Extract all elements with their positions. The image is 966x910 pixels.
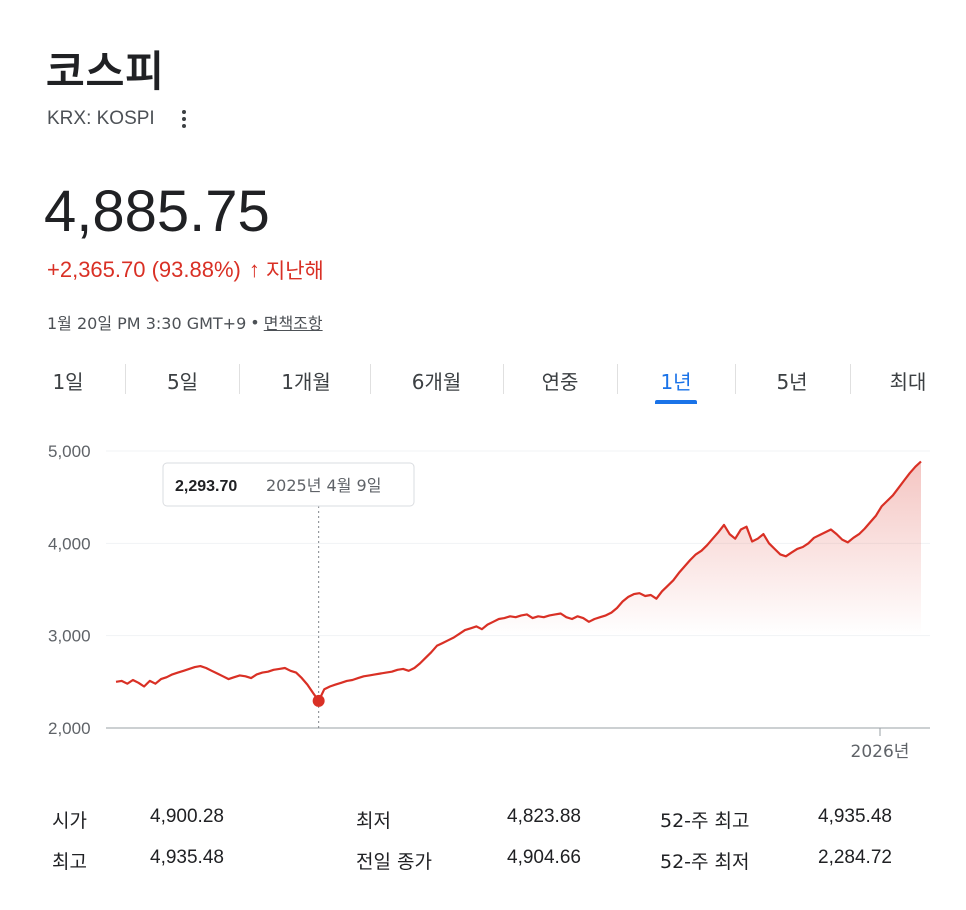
page-title: 코스피: [46, 47, 165, 96]
stat-label: 52-주 최고: [660, 810, 750, 832]
tab-1y[interactable]: 1년: [636, 356, 716, 404]
y-tick-label: 5,000: [48, 442, 91, 461]
tab-label: 연중: [541, 369, 579, 394]
tab-label: 1개월: [281, 369, 331, 394]
ticker-row: KRX: KOSPI: [47, 108, 191, 130]
tooltip: 2,293.70 2025년 4월 9일: [162, 462, 415, 507]
arrow-up-icon: ↑: [248, 257, 260, 282]
stat-value: 4,823.88: [507, 806, 581, 827]
change-period: 지난해: [265, 259, 324, 283]
tab-max[interactable]: 최대: [870, 356, 946, 404]
tab-divider: [735, 364, 736, 394]
tab-6m[interactable]: 6개월: [389, 356, 484, 404]
tab-label: 1일: [52, 369, 84, 394]
stat-label: 시가: [52, 810, 87, 832]
tab-divider: [125, 364, 126, 394]
tab-5d[interactable]: 5일: [145, 356, 220, 404]
ticker-symbol: KRX: KOSPI: [47, 108, 155, 129]
x-tick-label: 2026년: [851, 742, 910, 762]
tab-ytd[interactable]: 연중: [522, 356, 598, 404]
change-value: +2,365.70 (93.88%): [47, 257, 241, 282]
tab-divider: [370, 364, 371, 394]
tab-1m[interactable]: 1개월: [259, 356, 353, 404]
tab-label: 5일: [166, 369, 199, 394]
y-tick-label: 3,000: [48, 627, 91, 646]
tab-1d[interactable]: 1일: [30, 356, 106, 404]
stat-label: 최고: [52, 851, 87, 873]
disclaimer-link[interactable]: 면책조항: [263, 314, 323, 333]
tooltip-value: 2,293.70: [175, 478, 237, 495]
y-tick-label: 2,000: [48, 719, 91, 738]
stat-label: 전일 종가: [356, 851, 432, 873]
tooltip-box: [162, 462, 415, 507]
stat-value: 4,904.66: [507, 847, 581, 868]
separator-dot: •: [250, 312, 260, 332]
tooltip-date: 2025년 4월 9일: [266, 476, 381, 495]
stat-value: 4,935.48: [818, 806, 892, 827]
y-tick-label: 4,000: [48, 534, 91, 553]
stat-value: 4,900.28: [150, 806, 224, 827]
tab-label: 최대: [889, 369, 927, 394]
range-tabs: 1일 5일 1개월 6개월 연중 1년 5년 최대: [30, 356, 946, 408]
tab-divider: [239, 364, 240, 394]
tab-label: 6개월: [411, 369, 462, 394]
current-price: 4,885.75: [44, 179, 270, 244]
price-chart[interactable]: 5,000 4,000 3,000 2,000 2026년 2,293.70 2025…: [0, 420, 966, 780]
tab-divider: [850, 364, 851, 394]
tab-label: 5년: [776, 369, 808, 394]
stat-label: 최저: [356, 810, 391, 832]
tab-divider: [617, 364, 618, 394]
timestamp-row: 1월 20일 PM 3:30 GMT+9 • 면책조항: [47, 310, 323, 334]
timestamp: 1월 20일 PM 3:30 GMT+9: [47, 314, 247, 333]
price-line: [115, 460, 922, 702]
stat-value: 4,935.48: [150, 847, 224, 868]
tab-divider: [503, 364, 504, 394]
active-tab-indicator: [655, 400, 697, 404]
stat-value: 2,284.72: [818, 847, 892, 868]
price-change: +2,365.70 (93.88%) ↑ 지난해: [47, 255, 324, 285]
tab-5y[interactable]: 5년: [754, 356, 830, 404]
price-area: [459, 461, 921, 636]
stat-label: 52-주 최저: [660, 851, 750, 873]
hover-point: [312, 694, 325, 707]
more-options-icon[interactable]: [177, 108, 191, 130]
tab-label: 1년: [660, 369, 692, 394]
